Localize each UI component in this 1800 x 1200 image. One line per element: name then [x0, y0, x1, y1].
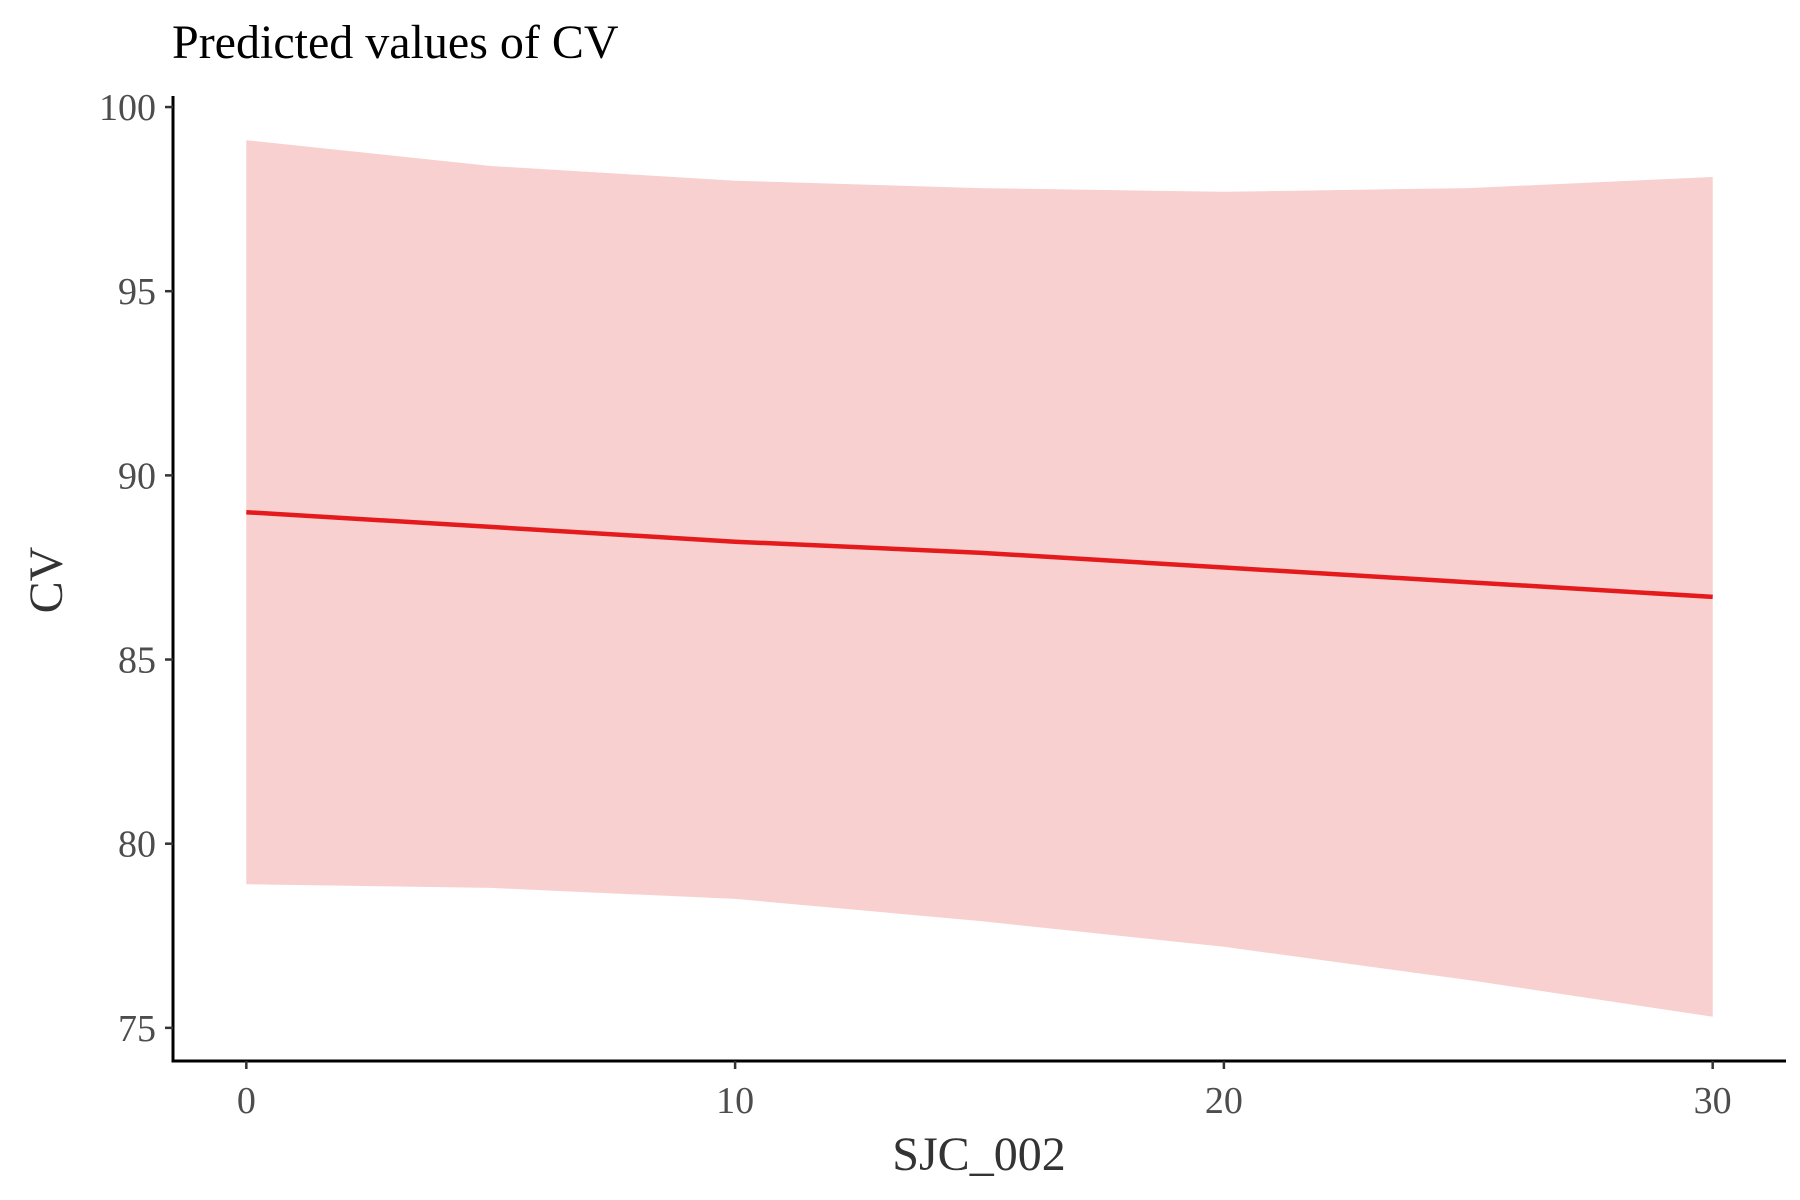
confidence-band: [246, 140, 1713, 1017]
y-tick-label: 100: [99, 87, 156, 129]
x-axis-title: SJC_002: [892, 1128, 1065, 1181]
y-tick-label: 80: [118, 824, 156, 866]
prediction-line: [246, 509, 1713, 600]
chart-title: Predicted values of CV: [172, 16, 619, 69]
y-tick-label: 85: [118, 640, 156, 682]
x-axis-ticks: 0 10 20 30: [237, 1061, 1732, 1122]
plot-area: [246, 140, 1713, 1017]
y-tick-label: 75: [118, 1008, 156, 1050]
x-tick-label: 10: [716, 1080, 754, 1122]
y-tick-label: 90: [118, 455, 156, 497]
y-tick-label: 95: [118, 271, 156, 313]
y-axis-title: CV: [20, 546, 73, 613]
x-tick-label: 30: [1694, 1080, 1732, 1122]
x-tick-label: 0: [237, 1080, 256, 1122]
x-tick-label: 20: [1205, 1080, 1243, 1122]
y-axis-ticks: 75 80 85 90 95 100: [99, 87, 173, 1050]
